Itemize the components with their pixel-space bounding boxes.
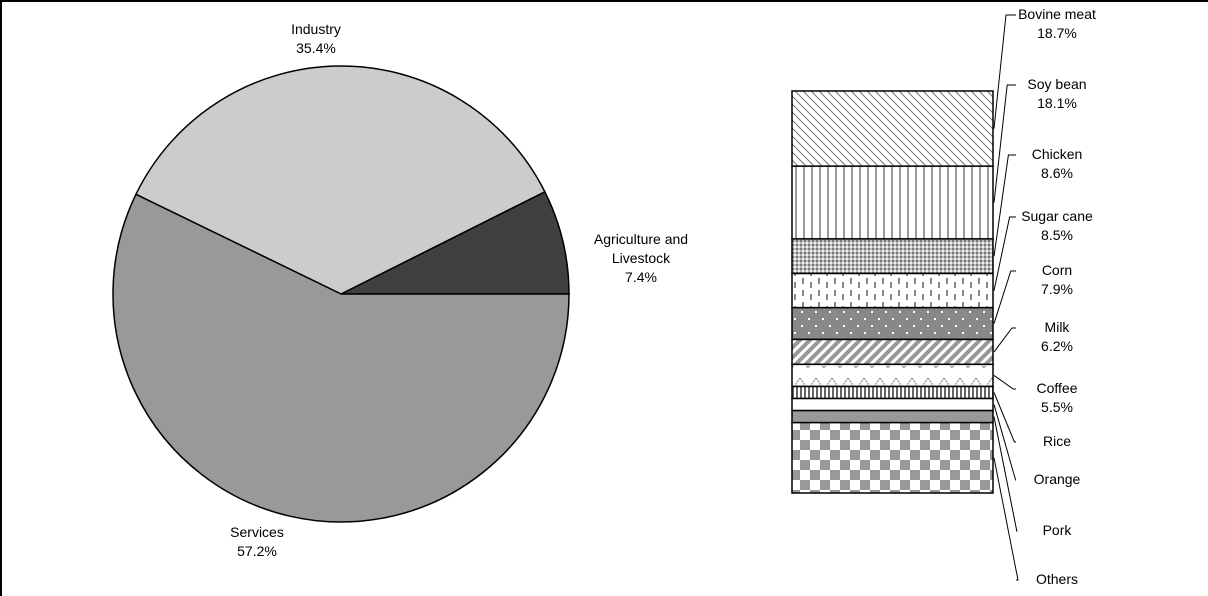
category-label: Agriculture and Livestock xyxy=(593,231,689,266)
value-label: 8.5% xyxy=(1041,227,1073,243)
data-label: Services 57.2% xyxy=(192,523,322,561)
category-label: Milk xyxy=(1044,319,1070,335)
value-label: 57.2% xyxy=(237,543,277,559)
category-label: Rice xyxy=(1042,433,1071,449)
category-label: Services xyxy=(230,524,284,540)
bar-segment xyxy=(791,385,994,400)
category-label: Coffee xyxy=(1036,380,1078,396)
bar-segment xyxy=(791,409,994,424)
leader-line xyxy=(993,14,1016,129)
data-label: Chicken 8.6% xyxy=(992,145,1122,183)
value-label: 6.2% xyxy=(1041,338,1073,354)
data-label: Soy bean 18.1% xyxy=(992,75,1122,113)
bar-segment xyxy=(791,397,994,412)
data-label: Agriculture and Livestock 7.4% xyxy=(576,230,706,287)
leader-line xyxy=(993,154,1016,257)
value-label: 8.6% xyxy=(1041,165,1073,181)
category-label: Chicken xyxy=(1031,146,1083,162)
bar-segment xyxy=(791,421,994,494)
bar-segment xyxy=(791,338,994,366)
leader-line xyxy=(993,84,1016,203)
leader-line xyxy=(993,270,1016,324)
data-label: Others xyxy=(992,570,1122,589)
bar-segment xyxy=(791,272,994,309)
data-label: Sugar cane 8.5% xyxy=(992,207,1122,245)
pie-slice xyxy=(112,193,570,523)
data-label: Rice xyxy=(992,432,1122,451)
value-label: 18.1% xyxy=(1037,95,1077,111)
bar-segment xyxy=(791,165,994,240)
bar-segment xyxy=(791,90,994,167)
leader-line xyxy=(993,392,1016,443)
leader-line xyxy=(993,375,1016,390)
bar-segment xyxy=(791,306,994,341)
data-label: Industry 35.4% xyxy=(251,20,381,58)
value-label: 5.5% xyxy=(1041,399,1073,415)
category-label: Bovine meat xyxy=(1018,6,1096,22)
leader-line xyxy=(993,216,1016,291)
category-label: Orange xyxy=(1033,471,1081,487)
data-label: Orange xyxy=(992,470,1122,489)
leader-line xyxy=(993,327,1016,353)
category-label: Others xyxy=(1035,571,1078,587)
pie-slice xyxy=(134,65,546,295)
value-label: 7.4% xyxy=(625,269,657,285)
leader-line xyxy=(993,404,1017,481)
category-label: Industry xyxy=(291,21,341,37)
category-label: Pork xyxy=(1042,522,1072,538)
leader-line xyxy=(993,457,1019,581)
value-label: 35.4% xyxy=(296,40,336,56)
leader-line xyxy=(993,416,1018,532)
data-label: Corn 7.9% xyxy=(992,261,1122,299)
data-label: Milk 6.2% xyxy=(992,318,1122,356)
category-label: Sugar cane xyxy=(1021,208,1093,224)
value-label: 18.7% xyxy=(1037,25,1077,41)
bar-segment xyxy=(791,238,994,275)
data-label: Pork xyxy=(992,521,1122,540)
category-label: Soy bean xyxy=(1027,76,1087,92)
value-label: 7.9% xyxy=(1041,281,1073,297)
pie-slice xyxy=(340,190,570,295)
data-label: Coffee 5.5% xyxy=(992,379,1122,417)
category-label: Corn xyxy=(1041,262,1073,278)
bar-segment xyxy=(791,363,994,388)
data-label: Bovine meat 18.7% xyxy=(992,5,1122,43)
